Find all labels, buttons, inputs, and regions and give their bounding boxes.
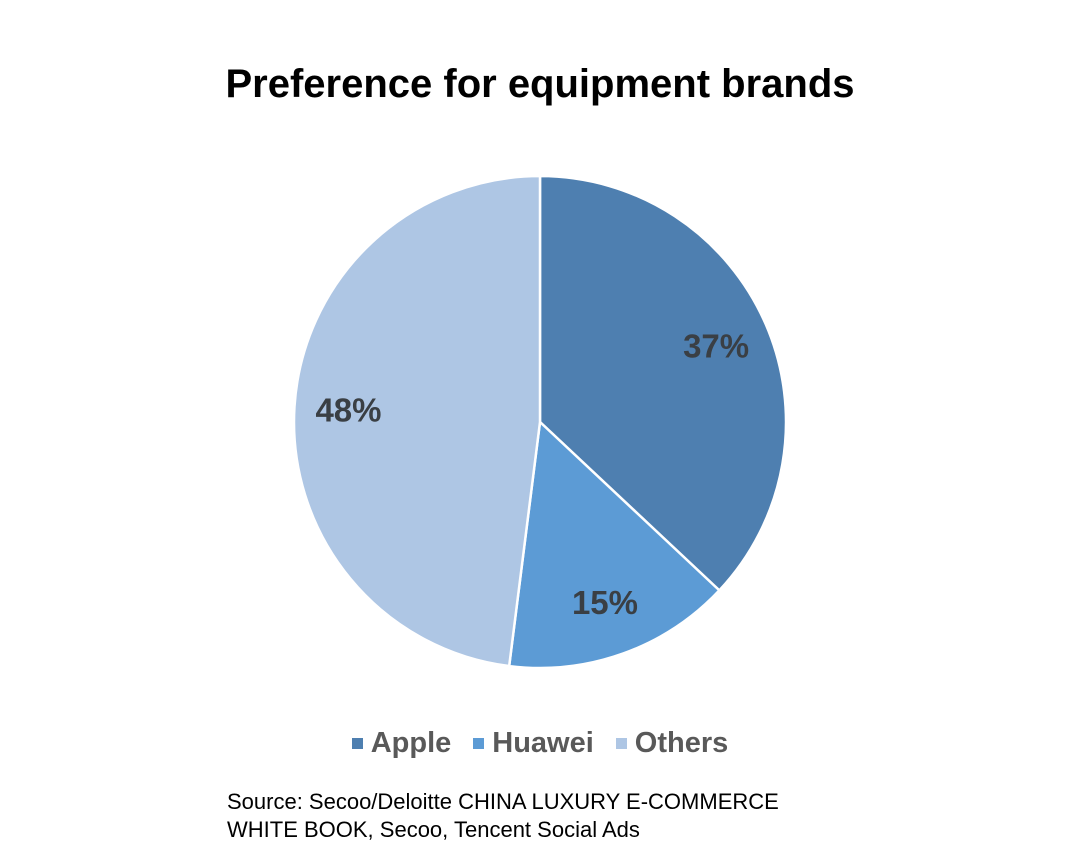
legend-swatch-others [615, 738, 627, 749]
source-line-1: Source: Secoo/Deloitte CHINA LUXURY E-CO… [227, 789, 779, 814]
legend-swatch-apple [351, 738, 363, 749]
data-label-others: 48% [315, 391, 381, 428]
data-label-huawei: 15% [572, 584, 638, 621]
data-label-apple: 37% [683, 327, 749, 364]
legend-item-apple: Apple [351, 727, 452, 760]
chart-title: Preference for equipment brands [225, 62, 855, 106]
pie-slice-others [292, 174, 542, 668]
legend-item-huawei: Huawei [473, 727, 594, 760]
legend-item-others: Others [615, 727, 729, 760]
legend-label-huawei: Huawei [492, 727, 594, 759]
legend-label-apple: Apple [370, 727, 452, 759]
pie-slice-apple [538, 174, 788, 592]
legend-swatch-huawei [473, 738, 485, 749]
pie-slice-huawei [507, 420, 721, 670]
source-line-2: WHITE BOOK, Secoo, Tencent Social Ads [227, 817, 640, 842]
legend-label-others: Others [634, 727, 729, 759]
legend: Apple Huawei Others [0, 727, 1080, 760]
source-note: Source: Secoo/Deloitte CHINA LUXURY E-CO… [227, 788, 927, 844]
